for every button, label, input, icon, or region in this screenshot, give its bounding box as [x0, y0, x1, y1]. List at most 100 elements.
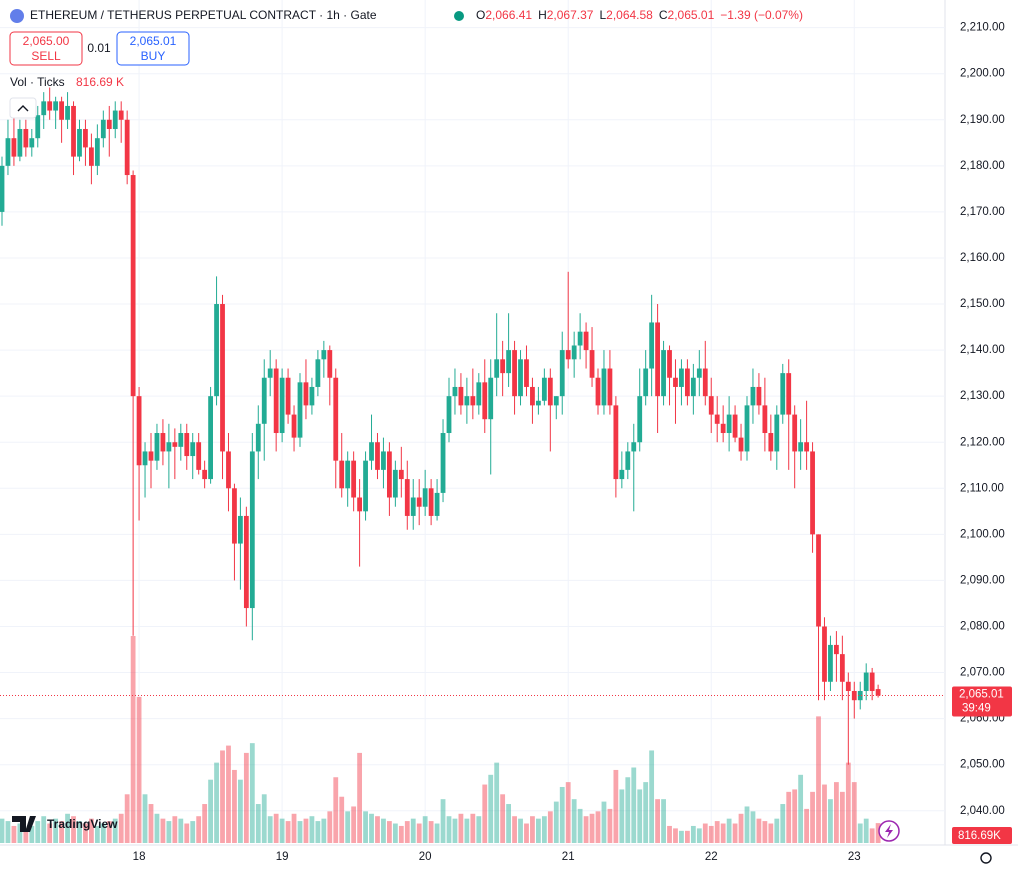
candle-body — [148, 451, 154, 461]
volume-bar — [440, 799, 446, 843]
volume-bar — [47, 823, 53, 843]
candle-body — [77, 128, 82, 157]
y-tick-label: 2,160.00 — [960, 252, 1005, 264]
volume-bar — [643, 782, 649, 843]
y-tick-label: 2,070.00 — [960, 667, 1005, 679]
y-tick-label: 2,150.00 — [960, 298, 1005, 310]
y-tick-label: 2,180.00 — [960, 160, 1005, 172]
volume-bar — [136, 696, 142, 843]
volume-bar — [77, 821, 82, 843]
volume-bar — [422, 816, 428, 843]
volume-bar — [142, 794, 148, 843]
settings-icon[interactable] — [980, 852, 992, 864]
candle-body — [643, 368, 649, 397]
candle-body — [673, 377, 678, 387]
volume-bar — [816, 716, 821, 843]
candle-body — [261, 377, 267, 424]
ohlc-key: O — [476, 8, 485, 22]
candle-body — [243, 515, 249, 609]
candle-body — [154, 433, 160, 461]
candle-body — [309, 386, 315, 406]
candle-body — [190, 442, 196, 457]
countdown: 39:49 — [962, 703, 991, 715]
volume-bar — [416, 823, 422, 843]
volume-bar — [857, 823, 863, 843]
candle-body — [118, 110, 124, 120]
buy-button[interactable] — [116, 31, 190, 66]
candle-body — [202, 469, 208, 480]
y-tick-label: 2,050.00 — [960, 759, 1005, 771]
volume-bar — [702, 823, 708, 843]
candle-body — [0, 165, 5, 212]
candle-body — [172, 442, 178, 447]
volume-bar — [673, 828, 678, 843]
candle-body — [315, 359, 321, 387]
volume-bar — [547, 811, 553, 843]
candle-body — [780, 373, 786, 415]
volume-bar — [410, 818, 416, 843]
candle-body — [470, 396, 476, 406]
candle-body — [863, 672, 869, 691]
candle-body — [565, 350, 571, 360]
candle-body — [547, 377, 553, 406]
volume-bar — [53, 818, 59, 843]
candle-body — [303, 382, 309, 406]
ohlc-value: 2,066.41 — [485, 8, 532, 22]
candle-body — [571, 345, 577, 360]
x-tick-label: 22 — [705, 851, 718, 863]
candle-body — [708, 396, 714, 415]
candle-body — [857, 690, 863, 701]
candle-body — [160, 433, 166, 452]
candle-body — [249, 451, 255, 609]
volume-bar — [23, 828, 29, 843]
volume-bar — [94, 825, 100, 843]
candle-body — [83, 128, 88, 148]
volume-bar — [315, 821, 321, 843]
volume-bar — [345, 811, 351, 843]
volume-bar — [780, 804, 786, 843]
x-tick-label: 18 — [133, 851, 146, 863]
volume-bar — [828, 799, 833, 843]
volume-bar — [160, 818, 166, 843]
volume-bar — [488, 774, 494, 843]
volume-bar — [869, 828, 875, 843]
volume-bar — [470, 813, 476, 843]
volume-bar — [243, 752, 249, 843]
volume-bar — [238, 779, 243, 843]
volume-bar — [196, 816, 202, 843]
candle-body — [720, 423, 726, 434]
volume-bar — [65, 813, 70, 843]
candle-body — [410, 497, 416, 516]
candle-body — [500, 359, 506, 374]
volume-bar — [464, 818, 470, 843]
candle-body — [786, 373, 792, 415]
candle-body — [357, 497, 362, 512]
candle-body — [679, 368, 684, 387]
volume-bar — [232, 769, 237, 843]
candle-body — [488, 377, 494, 420]
volume-bar — [810, 791, 815, 843]
volume-bar — [637, 789, 643, 843]
candle-body — [434, 492, 440, 516]
volume-bar — [249, 743, 255, 843]
volume-bar — [41, 816, 47, 843]
volume-bar — [607, 808, 613, 843]
candle-body — [875, 689, 881, 696]
candle-body — [541, 377, 547, 401]
candle-body — [637, 396, 643, 443]
sell-button[interactable] — [9, 31, 83, 66]
candle-body — [89, 147, 94, 166]
volume-bar — [190, 821, 196, 843]
volume-bar — [756, 818, 762, 843]
sell-label: SELL — [31, 49, 61, 63]
volume-bar — [226, 745, 231, 843]
candle-body — [768, 433, 774, 452]
volume-bar — [589, 813, 595, 843]
candle-body — [476, 382, 482, 406]
volume-bar — [839, 791, 845, 843]
candle-body — [142, 451, 148, 466]
candle-body — [726, 414, 732, 434]
collapse-button[interactable] — [9, 97, 37, 119]
volume-bar — [404, 821, 410, 843]
